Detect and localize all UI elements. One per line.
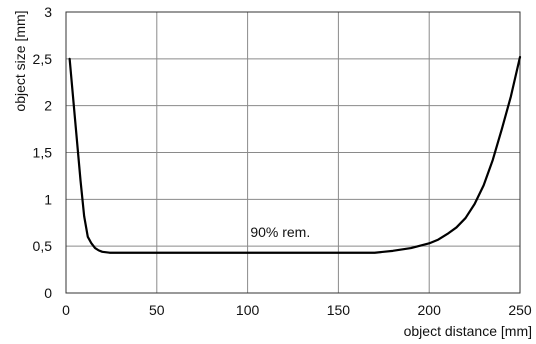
x-tick-label-0: 0 [62, 302, 70, 318]
y-tick-label-5: 2,5 [33, 51, 53, 67]
x-tick-labels: 0 50 100 150 200 250 [62, 302, 532, 318]
x-axis-label: object distance [mm] [404, 323, 532, 339]
y-tick-label-3: 1,5 [33, 145, 53, 161]
y-tick-label-4: 2 [44, 98, 52, 114]
y-tick-label-6: 3 [44, 4, 52, 20]
annotation-0: 90% rem. [250, 224, 310, 240]
x-tick-label-1: 50 [149, 302, 165, 318]
x-tick-label-3: 150 [327, 302, 351, 318]
y-axis-label: object size [mm] [12, 10, 28, 111]
y-tick-label-1: 0,5 [33, 238, 53, 254]
series-layer [68, 55, 522, 254]
x-tick-label-5: 250 [508, 302, 532, 318]
y-tick-label-0: 0 [44, 285, 52, 301]
y-tick-label-2: 1 [44, 191, 52, 207]
annotations: 90% rem. [250, 224, 310, 240]
plot-frame [65, 11, 521, 294]
x-tick-label-2: 100 [236, 302, 260, 318]
x-tick-label-4: 200 [418, 302, 442, 318]
y-tick-labels: 0 0,5 1 1,5 2 2,5 3 [33, 4, 53, 301]
series-line-0 [68, 55, 522, 254]
gridlines [66, 12, 520, 293]
